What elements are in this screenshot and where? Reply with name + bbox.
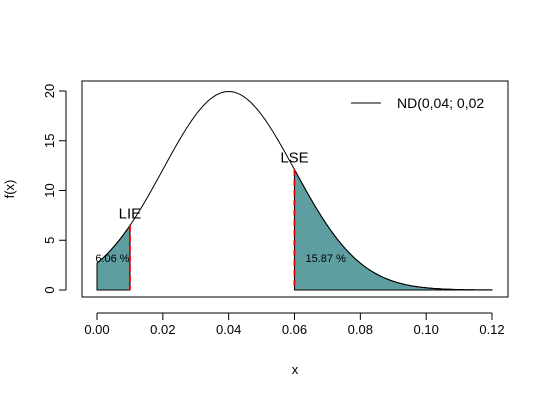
percent-label-lie: 6.06 % xyxy=(95,253,129,265)
legend: ND(0,04; 0,02 xyxy=(351,95,484,111)
y-tick-label: 10 xyxy=(42,183,57,197)
y-tick-label: 5 xyxy=(42,237,57,244)
y-tick-label: 15 xyxy=(42,134,57,148)
x-tick-label: 0.10 xyxy=(414,322,439,337)
x-axis: 0.00 0.02 0.04 0.06 0.08 0.10 0.12 xyxy=(84,312,505,337)
percent-label-lse: 15.87 % xyxy=(306,253,347,265)
legend-series-name: ND(0,04; 0,02 xyxy=(397,95,484,111)
limit-lines xyxy=(128,169,296,290)
y-tick-label: 20 xyxy=(42,84,57,98)
y-axis-label: f(x) xyxy=(2,180,17,199)
x-tick-label: 0.00 xyxy=(84,322,109,337)
x-tick-label: 0.12 xyxy=(479,322,504,337)
spec-label-lse: LSE xyxy=(280,150,308,167)
y-tick-label: 0 xyxy=(42,286,57,293)
x-tick-label: 0.02 xyxy=(150,322,175,337)
x-axis-label: x xyxy=(292,362,299,377)
shaded-region-lse xyxy=(294,169,493,291)
x-tick-label: 0.04 xyxy=(216,322,241,337)
x-tick-label: 0.06 xyxy=(282,322,307,337)
y-axis: 0 5 10 15 20 xyxy=(42,84,67,294)
spec-labels: LIE 6.06 % LSE 15.87 % xyxy=(95,150,346,265)
plot-frame xyxy=(81,80,509,298)
x-tick-label: 0.08 xyxy=(348,322,373,337)
spec-label-lie: LIE xyxy=(119,206,142,223)
